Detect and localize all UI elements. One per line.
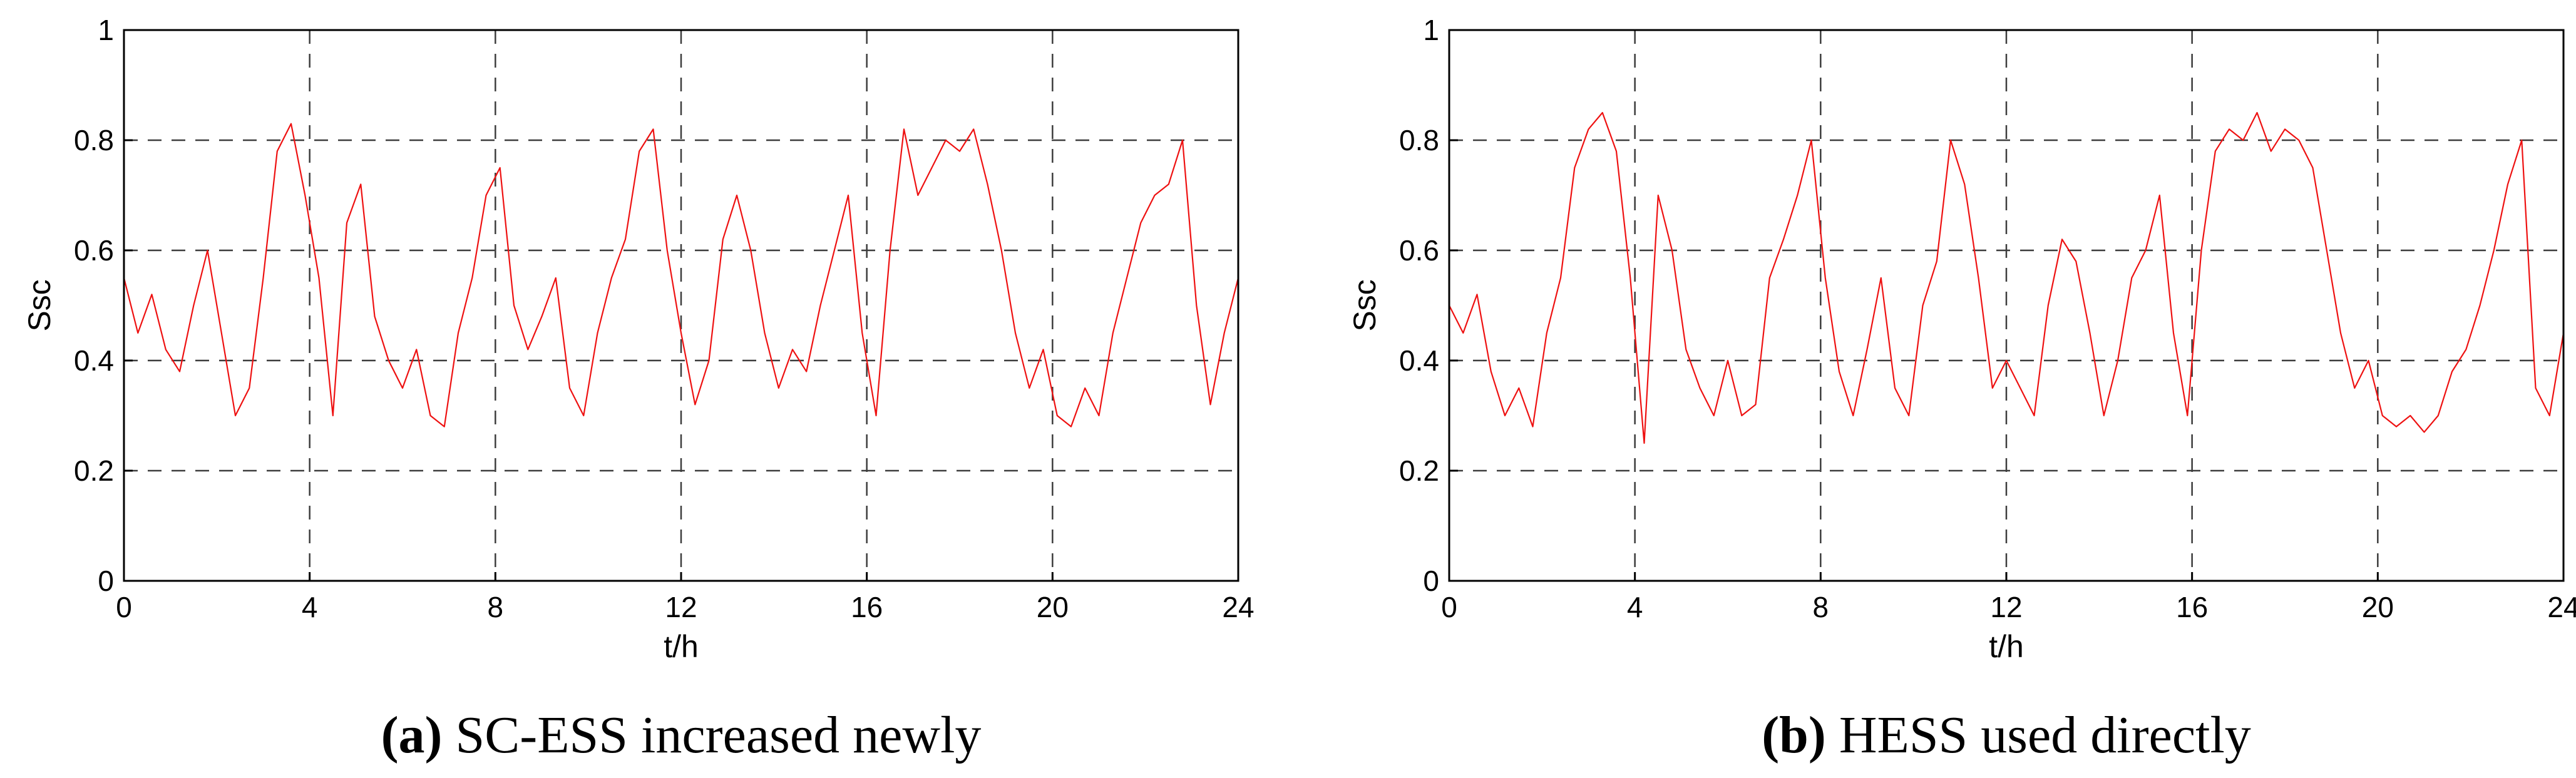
x-tick-label: 24 [1222, 591, 1254, 623]
caption-text: HESS used directly [1826, 706, 2251, 764]
y-tick-label: 0.6 [1399, 234, 1439, 267]
chart-panel-a: 0 4 8 12 16 20 24 0 0.2 0.4 0.6 0.8 1 t/h Ssc (a) SC-ES… [22, 14, 1255, 764]
y-tick-label: 0.8 [74, 124, 114, 156]
caption-text: SC-ESS increased newly [443, 706, 982, 764]
y-tick-label: 0.6 [74, 234, 114, 267]
panel-caption: (b) HESS used directly [1762, 706, 2251, 764]
x-tick-label: 0 [1441, 591, 1457, 623]
x-tick-label: 12 [1990, 591, 2022, 623]
panel-caption: (a) SC-ESS increased newly [381, 706, 982, 764]
x-axis-label: t/h [1989, 629, 2024, 664]
caption-letter: (a) [381, 706, 443, 764]
x-tick-label: 16 [2176, 591, 2208, 623]
x-tick-label: 8 [1813, 591, 1829, 623]
chart-panel-b: 0 4 8 12 16 20 24 0 0.2 0.4 0.6 0.8 1 t/h Ssc (b) HESS … [1347, 14, 2576, 764]
x-tick-label: 4 [1627, 591, 1643, 623]
caption-letter: (b) [1762, 706, 1826, 764]
y-tick-label: 1 [1423, 14, 1439, 46]
x-tick-label: 12 [665, 591, 697, 623]
x-tick-label: 20 [1037, 591, 1069, 623]
y-axis-label: Ssc [22, 279, 57, 331]
series-line [123, 123, 1239, 427]
x-tick-label: 4 [302, 591, 318, 623]
y-tick-label: 0 [1423, 565, 1439, 597]
y-tick-label: 0.4 [74, 344, 114, 377]
y-tick-label: 0 [98, 565, 114, 597]
x-tick-label: 8 [488, 591, 504, 623]
x-tick-label: 24 [2547, 591, 2576, 623]
y-tick-label: 0.4 [1399, 344, 1439, 377]
y-axis-label: Ssc [1347, 279, 1382, 331]
y-tick-label: 1 [98, 14, 114, 46]
x-tick-label: 0 [116, 591, 132, 623]
y-tick-label: 0.8 [1399, 124, 1439, 156]
y-tick-label: 0.2 [1399, 454, 1439, 487]
x-tick-label: 16 [851, 591, 883, 623]
x-axis-label: t/h [664, 629, 699, 664]
y-tick-label: 0.2 [74, 454, 114, 487]
x-tick-label: 20 [2362, 591, 2394, 623]
series-line [1449, 111, 2565, 444]
